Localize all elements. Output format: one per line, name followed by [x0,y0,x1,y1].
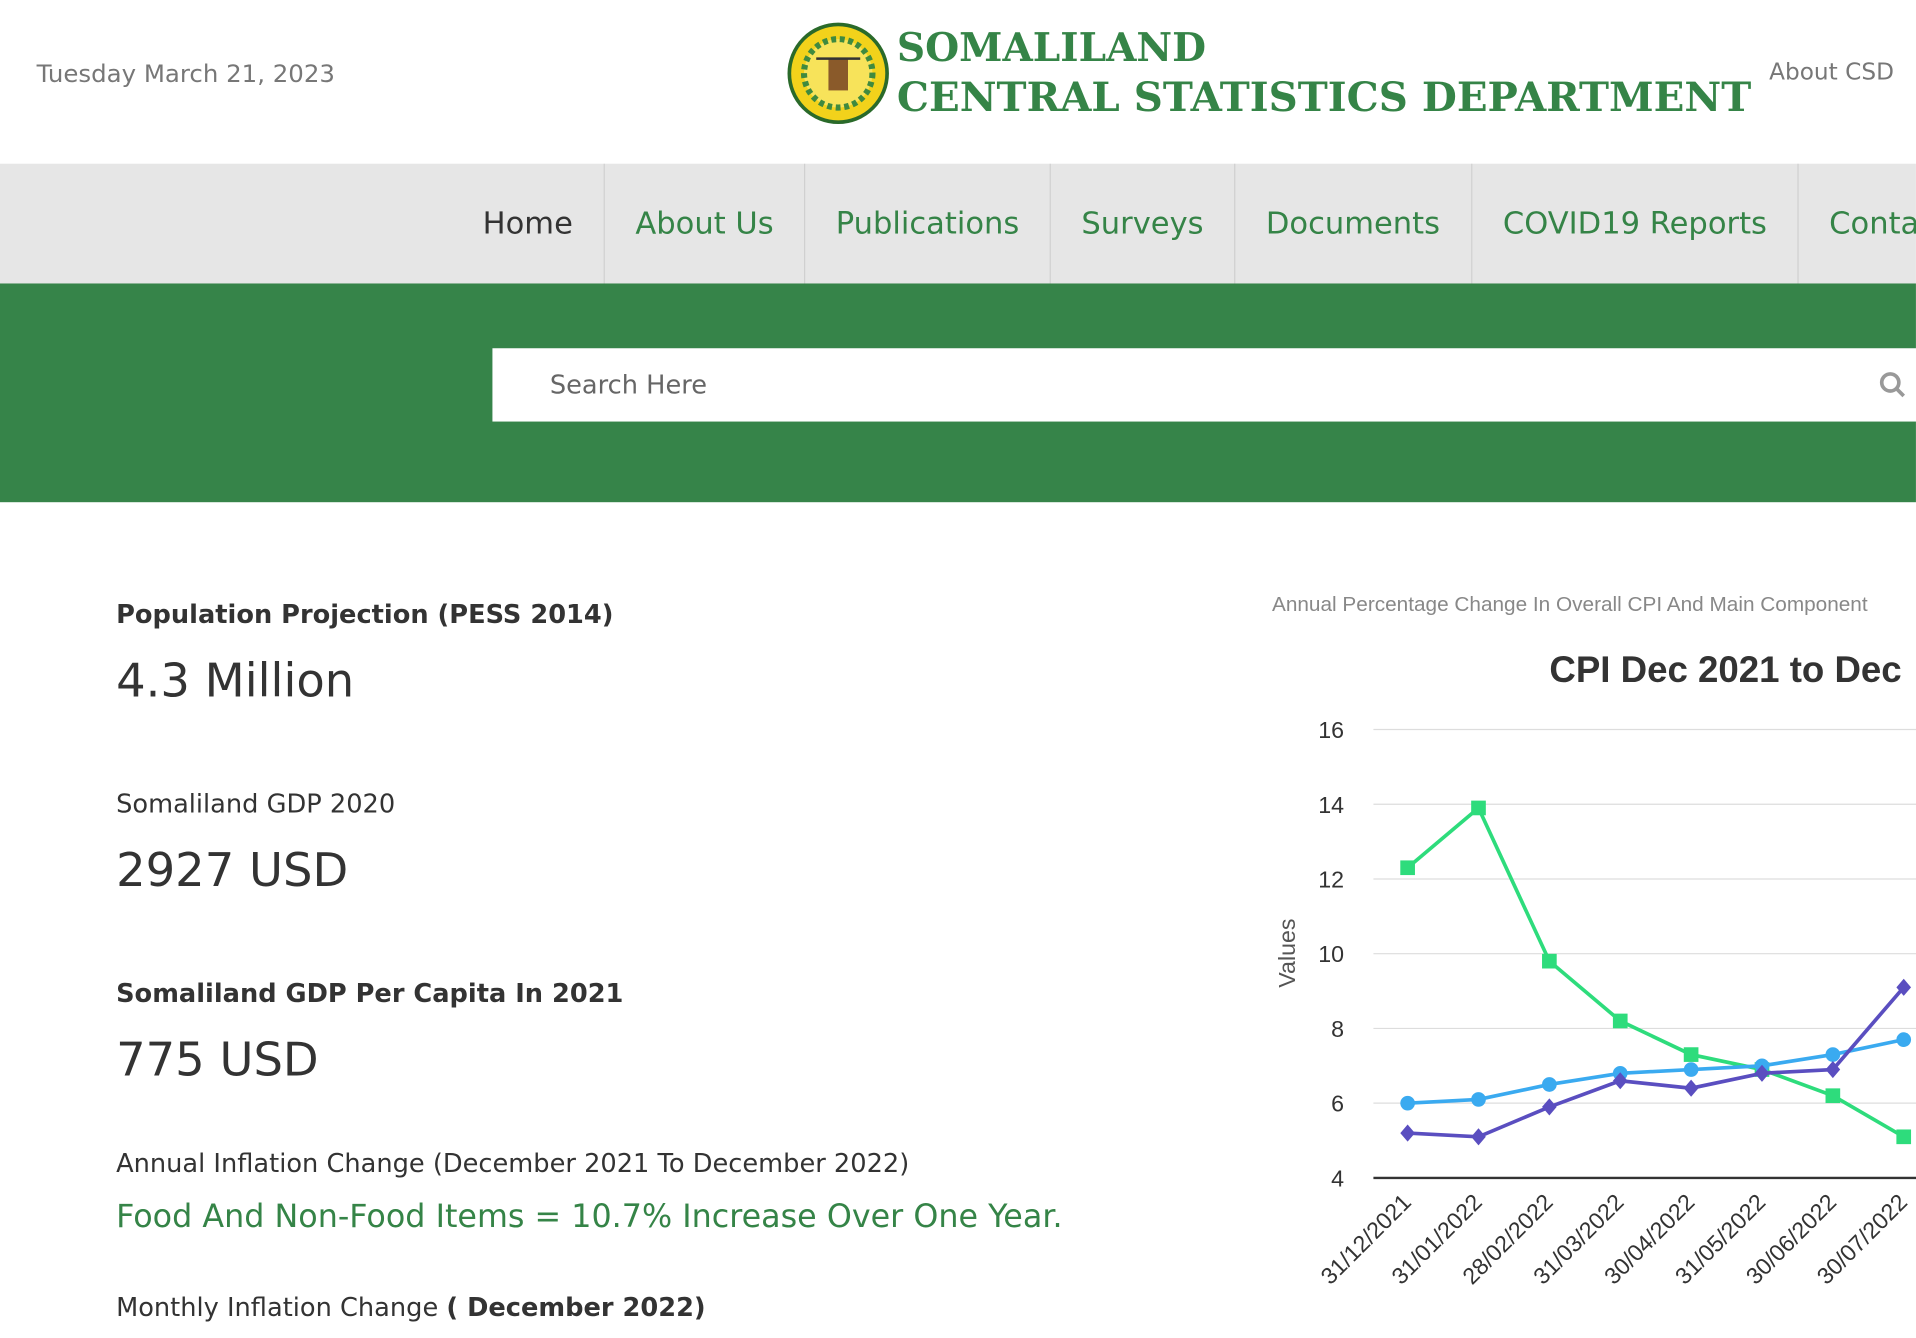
logo-line-1: SOMALILAND [896,24,1207,71]
series-line [1407,986,1906,1139]
nav-item[interactable]: Documents [1234,163,1470,284]
inflation-highlight: Food And Non-Food Items = 10.7% Increase… [116,1198,1063,1236]
stat-value: 4.3 Million [116,653,355,708]
monthly-period: ( December 2022) [446,1292,706,1323]
stat-value: 2927 USD [116,843,349,897]
point [1542,1077,1557,1092]
nav-item[interactable]: About Us [603,163,805,284]
point [1612,1013,1628,1029]
point [1896,1129,1912,1145]
point [1683,1062,1699,1077]
y-tick-label: 10 [1318,941,1344,967]
nav-item[interactable]: Publications [804,163,1050,284]
y-tick-label: 6 [1331,1091,1344,1117]
about-link[interactable]: About CSD [1769,58,1894,86]
y-tick-label: 12 [1318,867,1344,893]
logo-line-2: CENTRAL STATISTICS DEPARTMENT [896,73,1752,121]
y-tick-label: 8 [1331,1016,1344,1042]
point [1612,1072,1628,1090]
point [1542,1098,1557,1116]
series-line [1407,1037,1905,1106]
y-tick-label: 16 [1318,717,1344,743]
y-tick-label: 4 [1331,1165,1344,1191]
search-box[interactable]: Search Here [492,348,1916,422]
point [1825,1047,1841,1062]
nav-item[interactable]: Home [482,205,573,241]
point [1542,953,1557,969]
nav-item[interactable]: COVID19 Reports [1471,163,1797,284]
point [1754,1064,1770,1082]
nav-bar: Home About Us Publications Surveys Documents… [0,163,1916,284]
date: Tuesday March 21, 2023 [36,58,335,88]
stat-value: 775 USD [116,1032,319,1087]
y-axis-label: Values [1274,918,1300,987]
point [1683,1047,1699,1062]
point [1471,1092,1486,1107]
point [1825,1088,1841,1104]
search-placeholder: Search Here [549,370,708,400]
stat-label: Somaliland GDP 2020 [116,789,396,819]
point [1471,800,1486,816]
point [1896,1032,1912,1047]
stat-label: Monthly Inflation Change ( December 2022… [116,1293,706,1322]
logo-emblem [787,22,889,125]
point [1683,1079,1699,1097]
stat-label: Somaliland GDP Per Capita In 2021 [116,978,624,1009]
search-icon[interactable] [1878,370,1907,399]
chart-title: CPI Dec 2021 to Dec [1549,649,1901,690]
point [1471,1128,1486,1146]
chart-caption: Annual Percentage Change In Overall CPI … [1272,593,1868,616]
nav-item[interactable]: Surveys [1049,163,1235,284]
point [1400,1095,1415,1111]
stat-label: Annual Inflation Change (December 2021 T… [116,1148,910,1178]
nav-item[interactable]: Conta [1797,163,1916,284]
monthly-label: Monthly Inflation Change [116,1292,439,1323]
point [1400,860,1415,876]
y-tick-label: 14 [1318,792,1344,818]
point [1400,1124,1415,1142]
stat-label: Population Projection (PESS 2014) [116,599,614,630]
series-line [1406,805,1905,1139]
